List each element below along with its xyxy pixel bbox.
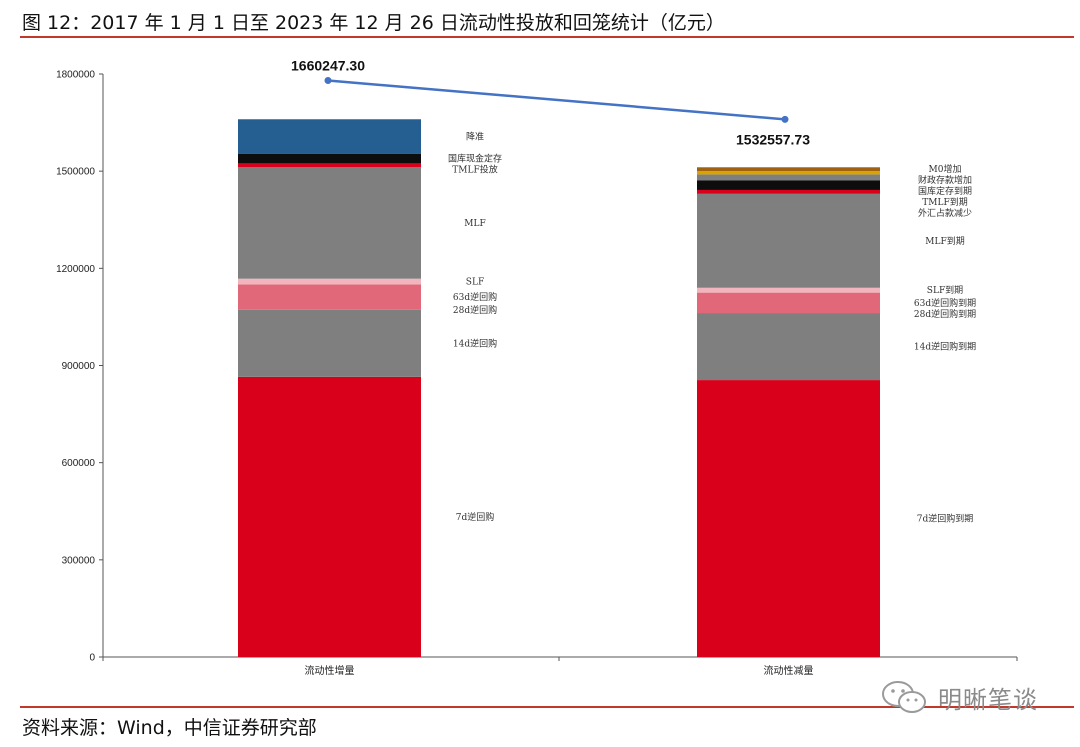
total-line (327, 79, 786, 121)
bar-segment (697, 189, 880, 194)
y-tick-label: 1800000 (56, 70, 95, 81)
chart-svg: 0 300000 600000 900000 1200000 1500000 1800000… (56, 57, 1018, 677)
y-tick-label: 1500000 (56, 167, 95, 178)
bar-segment (697, 287, 880, 293)
segment-label: SLF到期 (927, 284, 963, 296)
segment-label: 63d逆回购到期 (914, 297, 976, 309)
x-category-label: 流动性减量 (764, 664, 814, 677)
wechat-icon (882, 681, 926, 713)
bar-segment (238, 153, 421, 164)
bar-segment (238, 284, 421, 310)
watermark: 明晰笔谈 (878, 676, 1068, 716)
bar-segment (238, 163, 421, 168)
segment-label: TMLF到期 (922, 196, 967, 208)
segment-label: 降准 (466, 130, 484, 142)
bar-segment (697, 193, 880, 288)
segment-label: M0增加 (929, 163, 962, 175)
segment-label: 28d逆回购到期 (914, 308, 976, 320)
total-label: 1660247.30 (291, 57, 365, 73)
bar-segment (697, 180, 880, 190)
segment-label: 财政存款增加 (918, 174, 972, 186)
y-tick-label: 0 (89, 653, 95, 664)
segment-label: SLF (466, 278, 484, 288)
segment-label: TMLF投放 (452, 164, 497, 176)
segment-label: 7d逆回购到期 (917, 513, 974, 525)
bar-segment (697, 171, 880, 175)
bar-segment (697, 174, 880, 181)
bar-segment (238, 278, 421, 285)
segment-label: 14d逆回购 (453, 337, 497, 349)
bar-segment (238, 309, 421, 377)
title-rule (20, 36, 1074, 38)
watermark-text: 明晰笔谈 (938, 686, 1038, 714)
source-rule (20, 706, 1074, 708)
x-category-label: 流动性增量 (305, 664, 355, 677)
bar-segment (238, 376, 421, 657)
segment-label: 7d逆回购 (456, 511, 495, 523)
bar-segment (697, 313, 880, 381)
segment-label: 28d逆回购 (453, 304, 497, 316)
segment-label: MLF到期 (925, 235, 964, 247)
bar-segment (697, 167, 880, 172)
y-tick-label: 900000 (62, 361, 96, 372)
segment-label: 63d逆回购 (453, 291, 497, 303)
segment-label: 国库定存到期 (918, 185, 972, 197)
bar-segment (697, 292, 880, 314)
y-tick-label: 600000 (62, 458, 96, 469)
segment-label: 外汇占款减少 (918, 207, 972, 219)
bar-segment (697, 380, 880, 657)
total-point (324, 76, 332, 84)
figure-title: 图 12：2017 年 1 月 1 日至 2023 年 12 月 26 日流动性… (22, 12, 725, 34)
segment-label: 14d逆回购到期 (914, 341, 976, 353)
segment-label: MLF (464, 219, 485, 229)
total-label: 1532557.73 (736, 131, 810, 147)
segment-label: 国库现金定存 (448, 153, 502, 165)
y-tick-label: 1200000 (56, 264, 95, 275)
bar-segment (238, 119, 421, 154)
total-point (781, 115, 789, 123)
y-tick-label: 300000 (62, 555, 96, 566)
source-note: 资料来源：Wind，中信证券研究部 (22, 717, 317, 739)
bar-segment (238, 167, 421, 279)
